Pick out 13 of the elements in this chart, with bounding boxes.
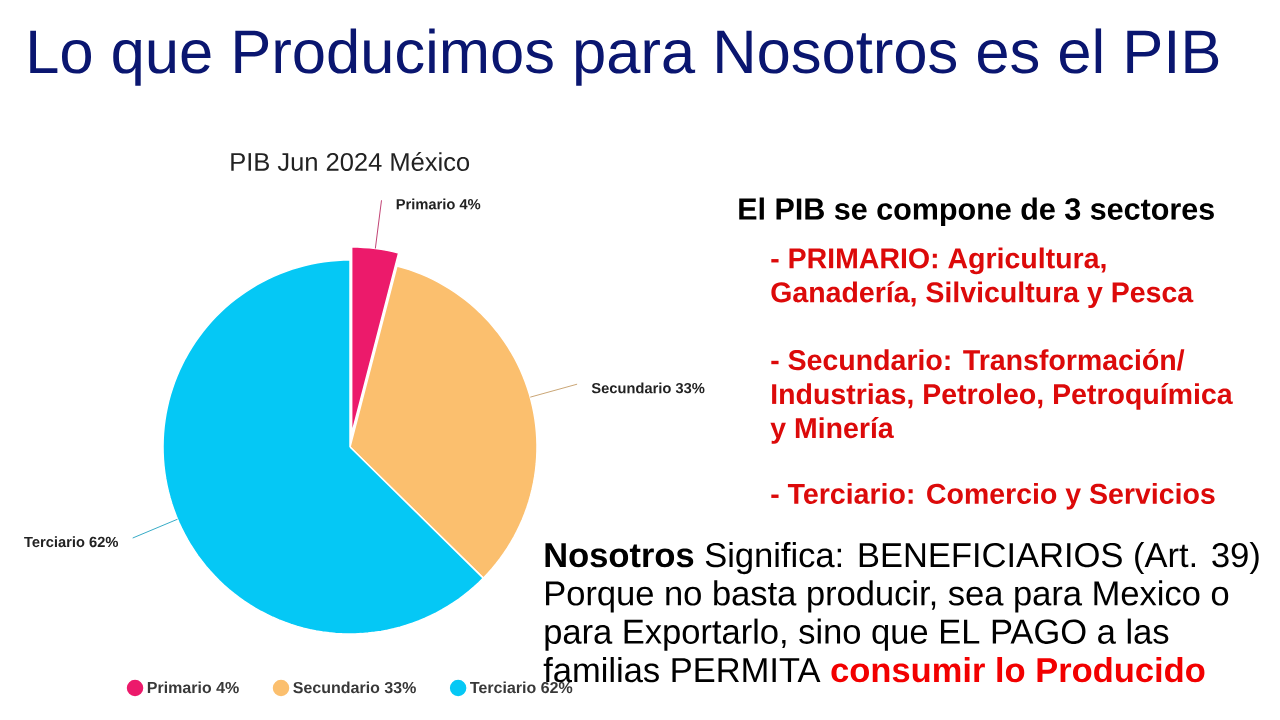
slice-label: Terciario 62% xyxy=(24,536,119,548)
text: familias PERMITA consumir lo Producido xyxy=(543,656,1205,683)
text: - Terciario: Comercio y Servicios xyxy=(771,482,1215,510)
text: El PIB se compone de 3 sectores xyxy=(739,197,1214,226)
slice-label: Secundario 33% xyxy=(591,382,705,394)
legend-label: Secundario 33% xyxy=(293,681,416,694)
text: - PRIMARIO: Agricultura, Ganadería, Silvicultura y Pesca xyxy=(771,247,1194,309)
legend-label: Primario 4% xyxy=(147,681,239,694)
chart-subtitle: PIB Jun 2024 México xyxy=(231,151,470,171)
legend-label: Terciario 62% xyxy=(470,681,573,694)
slice-label: Primario 4% xyxy=(396,198,481,210)
chart-title: Lo que Producimos para Nosotros es el PIB xyxy=(30,28,1219,86)
text: - Secundario: Transformación/ Industrias, Petroleo, Petroquímica y Minería xyxy=(770,348,1233,444)
